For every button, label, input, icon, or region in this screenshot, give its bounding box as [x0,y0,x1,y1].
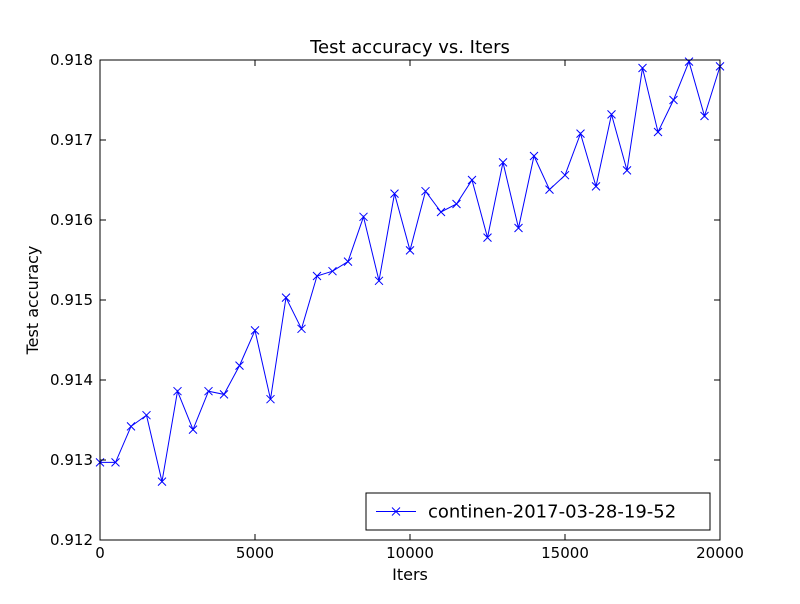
x-tick-label: 0 [95,544,105,562]
data-point-marker [359,212,368,222]
data-point-marker [390,189,399,198]
data-point-marker [684,57,694,66]
y-tick-label: 0.913 [50,451,93,469]
data-point-marker [498,158,508,167]
data-point-marker [529,151,539,161]
data-point-marker [111,458,120,467]
data-point-marker [374,276,384,286]
data-point-marker [483,233,492,242]
data-point-marker [452,199,461,209]
data-point-marker [591,182,601,191]
data-point-marker [607,110,616,119]
data-point-marker [157,477,167,486]
data-point-marker [188,425,198,434]
plot-frame [99,59,721,541]
y-tick-label: 0.914 [50,371,93,389]
x-tick-label: 20000 [696,544,744,562]
data-point-marker [436,207,446,217]
data-point-marker [235,361,244,370]
legend-label: continen-2017-03-28-19-52 [428,502,676,523]
data-point-marker [421,186,430,196]
x-tick-label: 15000 [541,544,589,562]
chart-title: Test accuracy vs. Iters [309,37,510,58]
data-point-marker [173,386,182,396]
data-point-marker [328,266,337,276]
data-point-marker [545,185,554,194]
y-axis-label: Test accuracy [23,246,42,356]
data-point-marker [405,246,415,255]
data-point-marker [343,257,353,266]
data-point-marker [281,293,291,302]
data-point-marker [514,223,523,233]
series-line [100,60,721,482]
data-point-marker [312,271,322,281]
y-tick-label: 0.912 [50,531,93,549]
x-tick-label: 5000 [236,544,274,562]
data-point-marker [653,127,663,137]
data-point-marker [266,394,275,404]
data-point-marker [560,170,570,180]
y-tick-label: 0.918 [50,51,93,69]
data-point-marker [250,326,260,335]
data-point-marker [669,95,678,105]
y-tick-label: 0.917 [50,131,93,149]
data-point-marker [467,175,477,185]
x-axis-label: Iters [392,565,428,584]
data-point-marker [700,111,709,121]
data-point-marker [204,386,213,396]
y-tick-label: 0.916 [50,211,93,229]
data-point-marker [126,422,136,431]
y-tick-label: 0.915 [50,291,93,309]
data-point-marker [142,410,151,420]
legend-marker [391,507,401,516]
data-point-marker [622,166,632,175]
data-point-marker [219,390,229,399]
data-point-marker [576,129,585,138]
x-tick-label: 10000 [386,544,434,562]
data-point-marker [638,63,647,73]
legend-box [365,492,711,531]
plot-area: 0 5000 10000 15000 20000 0.912 0.913 0.914 0.915… [50,51,744,562]
data-point-marker [297,324,306,334]
